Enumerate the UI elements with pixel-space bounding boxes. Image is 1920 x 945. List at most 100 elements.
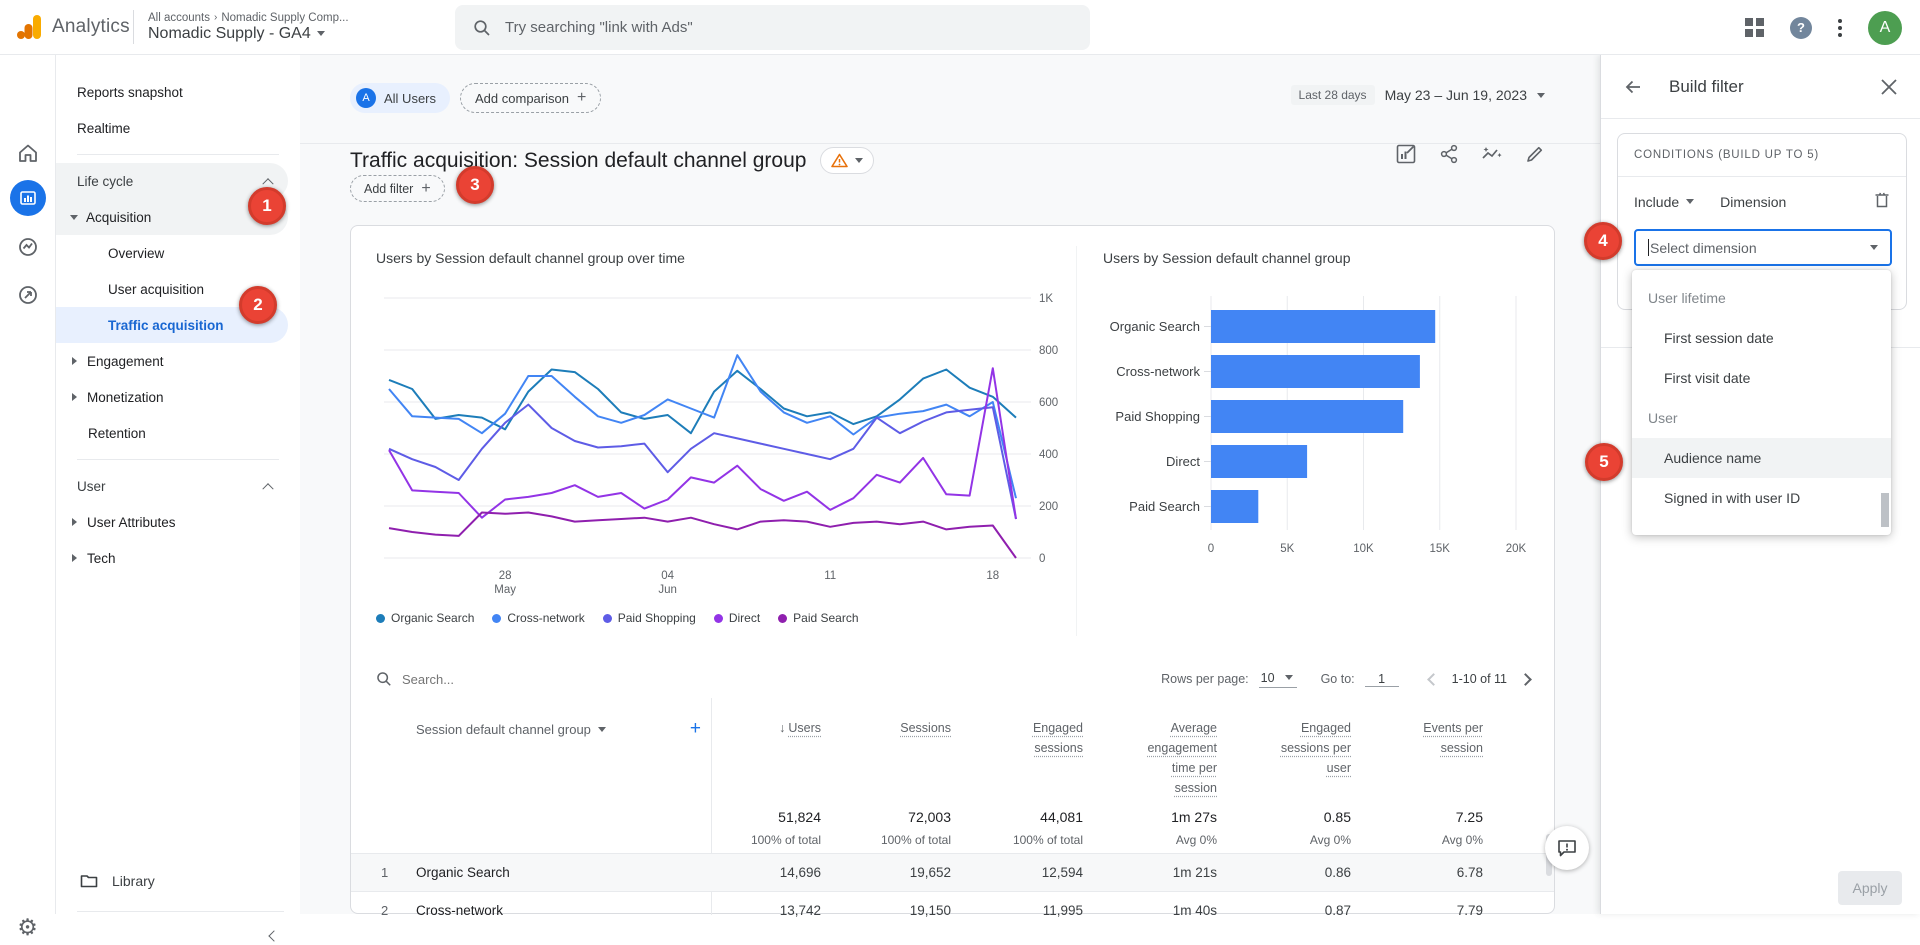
chevron-down-icon [855,158,864,163]
help-icon[interactable]: ? [1790,16,1812,39]
admin-gear-icon[interactable]: ⚙ [17,914,38,940]
back-arrow-icon[interactable] [1623,77,1643,97]
row-value: 0.86 [1324,865,1351,880]
sidebar-item-engagement[interactable]: Engagement [56,343,288,379]
comparison-chip-all-users[interactable]: A All Users [350,83,451,113]
date-range-picker[interactable]: Last 28 days May 23 – Jun 19, 2023 [1290,85,1545,105]
delete-condition-icon[interactable] [1874,191,1890,212]
sidebar-item-user[interactable]: User [56,468,288,504]
drawer-divider [77,911,284,912]
column-header-events-per-session[interactable]: Events per session [1423,721,1483,755]
include-select[interactable]: Include [1634,194,1695,210]
sidebar-item-reports-snapshot[interactable]: Reports snapshot [77,84,183,100]
add-filter-button[interactable]: Add filter + [350,175,445,202]
svg-text:Paid Search: Paid Search [1129,499,1200,514]
insights-icon[interactable] [1481,144,1503,169]
line-chart-title: Users by Session default channel group o… [376,250,685,266]
next-page-icon[interactable] [1519,672,1532,686]
prev-page-icon[interactable] [1426,672,1440,686]
collapse-nav-icon[interactable] [268,927,280,945]
rows-per-page-label: Rows per page: [1161,672,1249,686]
edit-pencil-icon[interactable] [1525,144,1545,169]
sidebar-item-overview[interactable]: Overview [108,245,165,261]
sidebar-item-tech[interactable]: Tech [56,540,288,576]
folder-icon [80,875,98,888]
row-index: 1 [381,865,389,880]
totals-cell: 72,003 100% of total [880,809,951,847]
build-filter-panel: Build filter CONDITIONS (BUILD UP TO 5) … [1600,55,1920,914]
page-title: Traffic acquisition: Session default cha… [350,148,807,172]
dropdown-item-first-session-date[interactable]: First session date [1664,330,1774,346]
column-header-engaged-sessions-per-user[interactable]: Engaged sessions per user [1280,721,1351,775]
row-value: 19,150 [909,903,951,918]
row-value: 0.87 [1324,903,1351,918]
svg-text:0: 0 [1208,543,1214,555]
totals-cell: 1m 27s Avg 0% [1171,809,1217,847]
column-header-users[interactable]: ↓ Users [779,721,821,735]
explore-icon[interactable] [16,235,40,264]
scrollbar-thumb[interactable] [1881,493,1889,527]
divider [300,143,1600,144]
svg-text:28: 28 [499,570,512,582]
column-header-sessions[interactable]: Sessions [900,721,951,735]
nav-divider [77,154,279,155]
step-badge-3: 3 [456,166,494,204]
global-search[interactable] [455,5,1090,50]
dropdown-item-signed-in-with-user-id[interactable]: Signed in with user ID [1664,490,1801,506]
row-value: 11,995 [1042,903,1083,918]
sidebar-item-library[interactable]: Library [56,863,155,899]
table-column-divider [711,698,712,915]
legend-dot [376,613,385,623]
data-quality-badge[interactable] [820,147,875,174]
step-badge-1: 1 [248,187,286,225]
totals-cell: 7.25 Avg 0% [1441,809,1483,847]
collapsed-arrow-icon [72,393,77,401]
search-icon [377,672,391,686]
chevron-down-icon [316,31,325,36]
goto-page-input[interactable] [1364,671,1399,687]
advertising-icon[interactable] [16,283,40,312]
dimension-column-header[interactable]: Session default channel group + [416,718,701,739]
column-header-average-engagement-time-per-session[interactable]: Average engagement time per session [1147,721,1217,795]
table-search-input[interactable] [402,671,622,687]
column-header-engaged-sessions[interactable]: Engaged sessions [1032,721,1083,755]
row-value: 13,742 [779,903,821,918]
plus-icon: + [576,89,587,106]
table-search[interactable] [376,671,622,687]
customize-report-icon[interactable] [1395,143,1417,170]
account-switcher[interactable]: All accounts › Nomadic Supply Comp... Noma… [134,12,349,43]
row-value: 14,696 [779,865,821,880]
search-input[interactable] [505,19,1025,36]
apps-grid-icon[interactable] [1745,18,1764,37]
reports-icon[interactable] [9,180,46,216]
plus-icon: + [421,179,431,197]
home-icon[interactable] [16,141,40,170]
table-row-cross-network[interactable]: 2 Cross-network 13,742 19,150 11,995 1m 40s 0.… [351,891,1554,929]
sidebar-item-user-attributes[interactable]: User Attributes [56,504,288,540]
feedback-icon[interactable] [1545,826,1589,870]
add-comparison-button[interactable]: Add comparison + [460,83,602,113]
apply-button[interactable]: Apply [1838,871,1902,905]
sidebar-item-monetization[interactable]: Monetization [56,379,288,415]
warning-icon [831,153,849,168]
share-icon[interactable] [1439,144,1459,169]
sidebar-item-realtime[interactable]: Realtime [77,120,131,136]
add-dimension-icon[interactable]: + [689,718,701,739]
totals-cell: 0.85 Avg 0% [1309,809,1351,847]
select-dimension-combobox[interactable]: Select dimension [1634,229,1892,266]
sidebar-item-life-cycle[interactable]: Life cycle [56,163,288,199]
overflow-menu-icon[interactable] [1838,18,1842,37]
goto-label: Go to: [1320,672,1355,686]
nav-divider [77,459,279,460]
sidebar-item-retention[interactable]: Retention [88,425,146,441]
sidebar-item-user-acquisition[interactable]: User acquisition [108,281,205,297]
table-row-organic-search[interactable]: 1 Organic Search 14,696 19,652 12,594 1m 21s 0… [351,853,1554,891]
row-value: 1m 21s [1172,865,1217,880]
close-icon[interactable] [1880,78,1898,96]
rows-per-page-select[interactable]: 10 [1258,671,1297,688]
dimension-dropdown-menu: User lifetime First session date First vis… [1632,270,1891,535]
avatar[interactable]: A [1868,10,1902,45]
dropdown-item-first-visit-date[interactable]: First visit date [1664,370,1751,386]
row-channel: Cross-network [416,903,504,918]
dropdown-item-audience-name[interactable]: Audience name [1632,438,1891,478]
